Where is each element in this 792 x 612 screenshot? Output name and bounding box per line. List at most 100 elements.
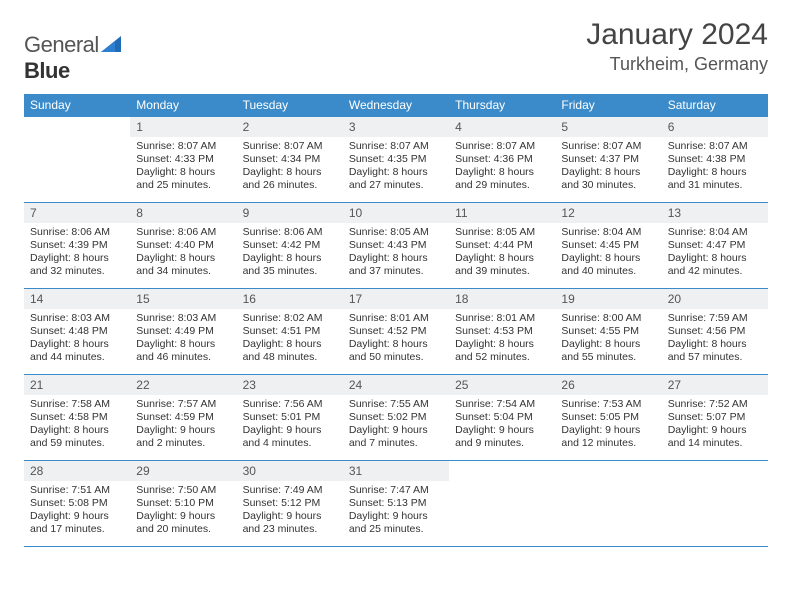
day-number: 7: [24, 203, 130, 223]
calendar-day-cell: 15Sunrise: 8:03 AMSunset: 4:49 PMDayligh…: [130, 289, 236, 375]
day-number: 8: [130, 203, 236, 223]
day-details: Sunrise: 7:52 AMSunset: 5:07 PMDaylight:…: [662, 395, 768, 455]
calendar-day-cell: 26Sunrise: 7:53 AMSunset: 5:05 PMDayligh…: [555, 375, 661, 461]
day-details: Sunrise: 7:51 AMSunset: 5:08 PMDaylight:…: [24, 481, 130, 541]
calendar-day-cell: ..: [449, 461, 555, 547]
day-details: Sunrise: 8:07 AMSunset: 4:38 PMDaylight:…: [662, 137, 768, 197]
weekday-header: Wednesday: [343, 94, 449, 117]
day-details: Sunrise: 7:53 AMSunset: 5:05 PMDaylight:…: [555, 395, 661, 455]
day-number: 14: [24, 289, 130, 309]
day-details: Sunrise: 8:00 AMSunset: 4:55 PMDaylight:…: [555, 309, 661, 369]
day-number: 26: [555, 375, 661, 395]
day-number: 18: [449, 289, 555, 309]
calendar-day-cell: 6Sunrise: 8:07 AMSunset: 4:38 PMDaylight…: [662, 117, 768, 203]
day-number: 2: [237, 117, 343, 137]
day-details: Sunrise: 8:05 AMSunset: 4:44 PMDaylight:…: [449, 223, 555, 283]
day-details: Sunrise: 7:59 AMSunset: 4:56 PMDaylight:…: [662, 309, 768, 369]
calendar-day-cell: 31Sunrise: 7:47 AMSunset: 5:13 PMDayligh…: [343, 461, 449, 547]
calendar-day-cell: 22Sunrise: 7:57 AMSunset: 4:59 PMDayligh…: [130, 375, 236, 461]
calendar-day-cell: 1Sunrise: 8:07 AMSunset: 4:33 PMDaylight…: [130, 117, 236, 203]
calendar-day-cell: 23Sunrise: 7:56 AMSunset: 5:01 PMDayligh…: [237, 375, 343, 461]
calendar-day-cell: ..: [24, 117, 130, 203]
day-number: 15: [130, 289, 236, 309]
logo: GeneralBlue: [24, 18, 121, 84]
calendar-day-cell: 12Sunrise: 8:04 AMSunset: 4:45 PMDayligh…: [555, 203, 661, 289]
logo-part1: General: [24, 32, 99, 57]
calendar-day-cell: 29Sunrise: 7:50 AMSunset: 5:10 PMDayligh…: [130, 461, 236, 547]
month-title: January 2024: [586, 18, 768, 52]
calendar-day-cell: 28Sunrise: 7:51 AMSunset: 5:08 PMDayligh…: [24, 461, 130, 547]
day-details: Sunrise: 7:55 AMSunset: 5:02 PMDaylight:…: [343, 395, 449, 455]
calendar-day-cell: 20Sunrise: 7:59 AMSunset: 4:56 PMDayligh…: [662, 289, 768, 375]
weekday-header: Friday: [555, 94, 661, 117]
calendar-day-cell: 25Sunrise: 7:54 AMSunset: 5:04 PMDayligh…: [449, 375, 555, 461]
page-header: GeneralBlue January 2024 Turkheim, Germa…: [24, 18, 768, 84]
day-number: 28: [24, 461, 130, 481]
calendar-week-row: 7Sunrise: 8:06 AMSunset: 4:39 PMDaylight…: [24, 203, 768, 289]
day-number: 29: [130, 461, 236, 481]
calendar-day-cell: 8Sunrise: 8:06 AMSunset: 4:40 PMDaylight…: [130, 203, 236, 289]
day-details: Sunrise: 7:57 AMSunset: 4:59 PMDaylight:…: [130, 395, 236, 455]
calendar-day-cell: 3Sunrise: 8:07 AMSunset: 4:35 PMDaylight…: [343, 117, 449, 203]
calendar-day-cell: 17Sunrise: 8:01 AMSunset: 4:52 PMDayligh…: [343, 289, 449, 375]
day-details: Sunrise: 8:02 AMSunset: 4:51 PMDaylight:…: [237, 309, 343, 369]
calendar-day-cell: ..: [555, 461, 661, 547]
day-details: Sunrise: 8:07 AMSunset: 4:37 PMDaylight:…: [555, 137, 661, 197]
day-details: Sunrise: 8:03 AMSunset: 4:48 PMDaylight:…: [24, 309, 130, 369]
day-number: 1: [130, 117, 236, 137]
day-details: Sunrise: 7:54 AMSunset: 5:04 PMDaylight:…: [449, 395, 555, 455]
day-number: 10: [343, 203, 449, 223]
location: Turkheim, Germany: [586, 54, 768, 75]
day-number: 30: [237, 461, 343, 481]
day-number: 6: [662, 117, 768, 137]
day-details: Sunrise: 8:06 AMSunset: 4:42 PMDaylight:…: [237, 223, 343, 283]
calendar-day-cell: 27Sunrise: 7:52 AMSunset: 5:07 PMDayligh…: [662, 375, 768, 461]
flag-icon: [101, 32, 121, 58]
logo-part2: Blue: [24, 58, 70, 83]
day-number: 24: [343, 375, 449, 395]
day-number: 27: [662, 375, 768, 395]
day-details: Sunrise: 8:05 AMSunset: 4:43 PMDaylight:…: [343, 223, 449, 283]
day-number: 22: [130, 375, 236, 395]
calendar-day-cell: 30Sunrise: 7:49 AMSunset: 5:12 PMDayligh…: [237, 461, 343, 547]
calendar-week-row: ..1Sunrise: 8:07 AMSunset: 4:33 PMDaylig…: [24, 117, 768, 203]
calendar-day-cell: 14Sunrise: 8:03 AMSunset: 4:48 PMDayligh…: [24, 289, 130, 375]
calendar-week-row: 21Sunrise: 7:58 AMSunset: 4:58 PMDayligh…: [24, 375, 768, 461]
day-details: Sunrise: 8:06 AMSunset: 4:39 PMDaylight:…: [24, 223, 130, 283]
logo-text: GeneralBlue: [24, 32, 121, 84]
weekday-header: Monday: [130, 94, 236, 117]
title-block: January 2024 Turkheim, Germany: [586, 18, 768, 75]
weekday-header-row: Sunday Monday Tuesday Wednesday Thursday…: [24, 94, 768, 117]
day-details: Sunrise: 7:58 AMSunset: 4:58 PMDaylight:…: [24, 395, 130, 455]
calendar-day-cell: 2Sunrise: 8:07 AMSunset: 4:34 PMDaylight…: [237, 117, 343, 203]
day-details: Sunrise: 7:47 AMSunset: 5:13 PMDaylight:…: [343, 481, 449, 541]
day-details: Sunrise: 7:49 AMSunset: 5:12 PMDaylight:…: [237, 481, 343, 541]
calendar-day-cell: 4Sunrise: 8:07 AMSunset: 4:36 PMDaylight…: [449, 117, 555, 203]
day-number: 3: [343, 117, 449, 137]
day-number: 21: [24, 375, 130, 395]
calendar-day-cell: 11Sunrise: 8:05 AMSunset: 4:44 PMDayligh…: [449, 203, 555, 289]
day-number: 12: [555, 203, 661, 223]
weekday-header: Thursday: [449, 94, 555, 117]
day-details: Sunrise: 8:07 AMSunset: 4:35 PMDaylight:…: [343, 137, 449, 197]
day-details: Sunrise: 8:03 AMSunset: 4:49 PMDaylight:…: [130, 309, 236, 369]
day-details: Sunrise: 8:07 AMSunset: 4:36 PMDaylight:…: [449, 137, 555, 197]
day-details: Sunrise: 8:04 AMSunset: 4:45 PMDaylight:…: [555, 223, 661, 283]
day-number: 11: [449, 203, 555, 223]
calendar-day-cell: 5Sunrise: 8:07 AMSunset: 4:37 PMDaylight…: [555, 117, 661, 203]
calendar-week-row: 28Sunrise: 7:51 AMSunset: 5:08 PMDayligh…: [24, 461, 768, 547]
day-number: 13: [662, 203, 768, 223]
day-details: Sunrise: 7:50 AMSunset: 5:10 PMDaylight:…: [130, 481, 236, 541]
day-number: 5: [555, 117, 661, 137]
day-number: 31: [343, 461, 449, 481]
calendar-day-cell: 18Sunrise: 8:01 AMSunset: 4:53 PMDayligh…: [449, 289, 555, 375]
day-number: 16: [237, 289, 343, 309]
weekday-header: Sunday: [24, 94, 130, 117]
day-number: 23: [237, 375, 343, 395]
day-number: 9: [237, 203, 343, 223]
calendar-day-cell: 19Sunrise: 8:00 AMSunset: 4:55 PMDayligh…: [555, 289, 661, 375]
day-details: Sunrise: 8:07 AMSunset: 4:33 PMDaylight:…: [130, 137, 236, 197]
calendar-day-cell: 24Sunrise: 7:55 AMSunset: 5:02 PMDayligh…: [343, 375, 449, 461]
calendar-day-cell: ..: [662, 461, 768, 547]
calendar-day-cell: 13Sunrise: 8:04 AMSunset: 4:47 PMDayligh…: [662, 203, 768, 289]
